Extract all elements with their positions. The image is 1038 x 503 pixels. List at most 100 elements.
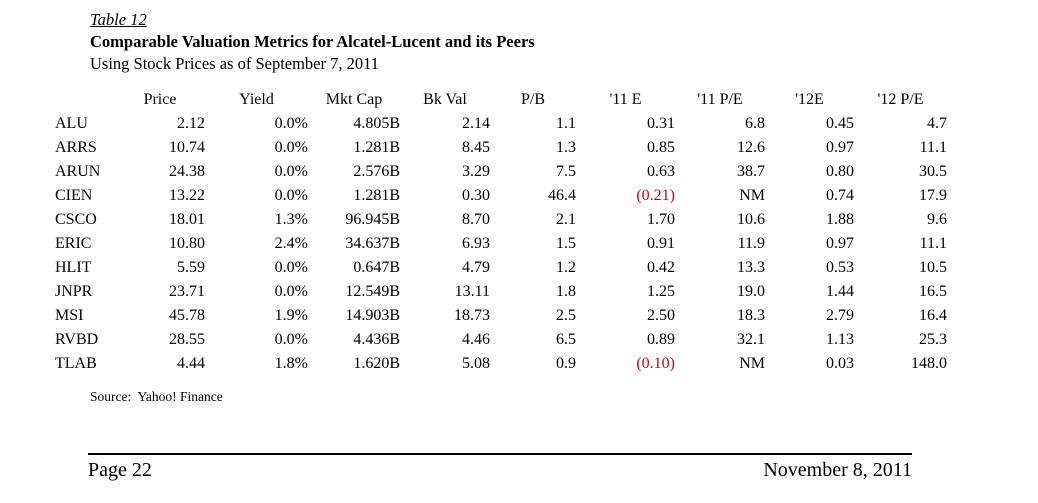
value-cell: 0.42	[647, 259, 675, 276]
value-cell: 0.53	[826, 259, 854, 276]
value-cell: 1.8%	[274, 355, 308, 372]
value-cell: 1.620B	[353, 355, 400, 372]
value-cell: 4.44	[177, 355, 205, 372]
source-note: Source: Yahoo! Finance	[90, 389, 223, 404]
value-cell: 1.70	[647, 211, 675, 228]
value-cell: 0.74	[826, 187, 854, 204]
ticker-cell: ARRS	[55, 139, 97, 156]
value-cell: 1.88	[826, 211, 854, 228]
value-cell: 2.576B	[353, 163, 400, 180]
value-cell: 0.91	[647, 235, 675, 252]
column-header: Mkt Cap	[325, 91, 383, 108]
table-row: ARRS 10.74 0.0% 1.281B 8.45 1.3 0.85 12.6 0.97 11…	[55, 136, 947, 160]
value-cell: 4.46	[462, 331, 490, 348]
value-cell: 0.45	[826, 115, 854, 132]
value-cell: 23.71	[169, 283, 205, 300]
ticker-cell: TLAB	[55, 355, 97, 372]
value-cell: 4.79	[462, 259, 490, 276]
value-cell: 1.2	[556, 259, 576, 276]
value-cell: 2.50	[647, 307, 675, 324]
value-cell: 0.0%	[274, 139, 308, 156]
value-cell: 25.3	[919, 331, 947, 348]
value-cell: 16.5	[919, 283, 947, 300]
page-footer: Page 22 November 8, 2011	[88, 459, 912, 482]
value-cell: 34.637B	[345, 235, 400, 252]
value-cell: 0.647B	[353, 259, 400, 276]
value-cell: 11.1	[919, 235, 947, 252]
ticker-cell: ERIC	[55, 235, 92, 252]
value-cell: 18.01	[169, 211, 205, 228]
value-cell: 14.903B	[345, 307, 400, 324]
value-cell: 0.85	[647, 139, 675, 156]
value-cell: 6.8	[745, 115, 765, 132]
value-cell: 24.38	[169, 163, 205, 180]
value-cell: 0.97	[826, 235, 854, 252]
value-cell: 13.3	[737, 259, 765, 276]
ticker-cell: ALU	[55, 115, 88, 132]
column-header: '11 E	[609, 91, 642, 108]
ticker-cell: CIEN	[55, 187, 93, 204]
value-cell: 96.945B	[345, 211, 400, 228]
value-cell: 0.0%	[274, 115, 308, 132]
value-cell: 7.5	[556, 163, 576, 180]
value-cell: 6.93	[462, 235, 490, 252]
value-cell: 10.74	[169, 139, 205, 156]
table-row: TLAB 4.44 1.8% 1.620B 5.08 0.9 (0.10) NM 0.03 148…	[55, 352, 947, 376]
value-cell: 0.0%	[274, 331, 308, 348]
ticker-cell: RVBD	[55, 331, 99, 348]
value-cell: 0.9	[556, 355, 576, 372]
table-row: ERIC 10.80 2.4% 34.637B 6.93 1.5 0.91 11.9 0.97 1…	[55, 232, 947, 256]
value-cell: 148.0	[911, 355, 947, 372]
value-cell: 17.9	[919, 187, 947, 204]
value-cell: 46.4	[548, 187, 576, 204]
table-row: CSCO 18.01 1.3% 96.945B 8.70 2.1 1.70 10.6 1.88 9…	[55, 208, 947, 232]
value-cell: 9.6	[927, 211, 947, 228]
value-cell: 18.3	[737, 307, 765, 324]
value-cell: 5.59	[177, 259, 205, 276]
value-cell: 2.79	[826, 307, 854, 324]
table-header-row: Price Yield Mkt Cap Bk Val P/B '11 E '11 P/E '1…	[55, 88, 947, 112]
value-cell: NM	[739, 355, 765, 372]
ticker-cell: HLIT	[55, 259, 92, 276]
value-cell: 32.1	[737, 331, 765, 348]
ticker-cell: ARUN	[55, 163, 101, 180]
value-cell: 4.436B	[353, 331, 400, 348]
column-header: Price	[143, 91, 177, 108]
value-cell: 18.73	[454, 307, 490, 324]
value-cell: 2.12	[177, 115, 205, 132]
table-label: Table 12	[90, 10, 147, 29]
value-cell: 45.78	[169, 307, 205, 324]
footer-divider	[88, 453, 912, 455]
value-cell: 0.30	[462, 187, 490, 204]
value-cell: 1.3	[556, 139, 576, 156]
value-cell: 0.0%	[274, 163, 308, 180]
value-cell: 2.14	[462, 115, 490, 132]
value-cell: 8.70	[462, 211, 490, 228]
value-cell: 28.55	[169, 331, 205, 348]
value-cell: 1.3%	[274, 211, 308, 228]
value-cell: 0.89	[647, 331, 675, 348]
value-cell: 12.6	[737, 139, 765, 156]
value-cell: 1.281B	[353, 187, 400, 204]
value-cell: 4.805B	[353, 115, 400, 132]
value-cell: 0.80	[826, 163, 854, 180]
value-cell: 0.97	[826, 139, 854, 156]
value-cell: 30.5	[919, 163, 947, 180]
value-cell: 0.03	[826, 355, 854, 372]
table-row: RVBD 28.55 0.0% 4.436B 4.46 6.5 0.89 32.1 1.13 25…	[55, 328, 947, 352]
value-cell: 0.0%	[274, 259, 308, 276]
value-cell: 12.549B	[345, 283, 400, 300]
value-cell: 5.08	[462, 355, 490, 372]
value-cell: 0.31	[647, 115, 675, 132]
ticker-column-header	[55, 88, 115, 112]
column-header: '11 P/E	[697, 91, 743, 108]
value-cell: 3.29	[462, 163, 490, 180]
value-cell: 8.45	[462, 139, 490, 156]
footer-date: November 8, 2011	[763, 459, 912, 481]
value-cell: 4.7	[927, 115, 947, 132]
table-row: HLIT 5.59 0.0% 0.647B 4.79 1.2 0.42 13.3 0.53 10.…	[55, 256, 947, 280]
value-cell: 11.1	[919, 139, 947, 156]
value-cell: 2.4%	[274, 235, 308, 252]
value-cell: 38.7	[737, 163, 765, 180]
value-cell: (0.10)	[636, 355, 675, 372]
